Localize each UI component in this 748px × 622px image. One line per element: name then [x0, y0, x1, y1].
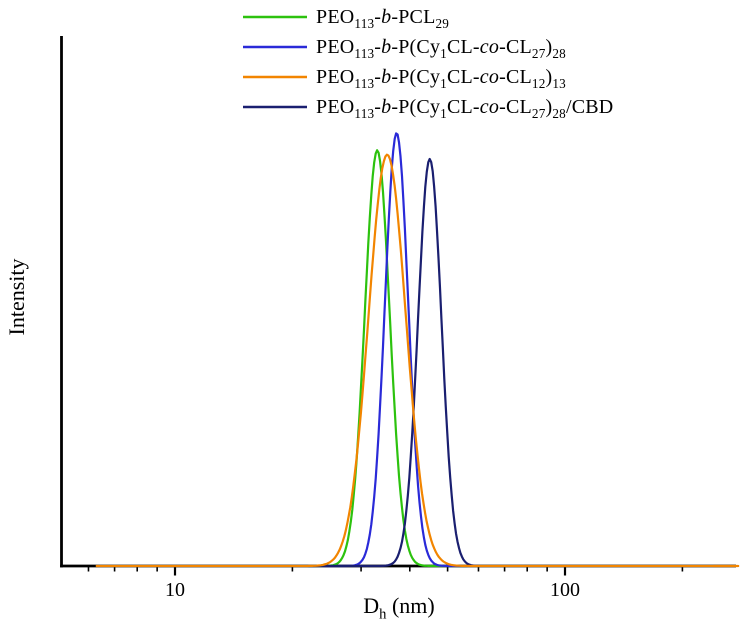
legend-item: PEO113-b-P(Cy1CL-co-CL27)28/CBD [241, 92, 613, 122]
x-tick-label: 100 [550, 579, 580, 601]
legend-item-label: PEO113-b-PCL29 [316, 5, 450, 31]
legend-line-swatch [243, 105, 307, 109]
series-line [95, 153, 740, 568]
legend-item: PEO113-b-PCL29 [241, 2, 613, 32]
x-axis-label: Dh (nm) [363, 593, 435, 622]
legend-item: PEO113-b-P(Cy1CL-co-CL12)13 [241, 62, 613, 92]
y-axis-label: Intensity [4, 258, 29, 336]
legend-item: PEO113-b-P(Cy1CL-co-CL27)28 [241, 32, 613, 62]
series-line [98, 157, 715, 568]
legend-item-label: PEO113-b-P(Cy1CL-co-CL27)28 [316, 35, 566, 61]
chart-legend: PEO113-b-PCL29 PEO113-b-P(Cy1CL-co-CL27)2… [241, 2, 613, 122]
legend-item-label: PEO113-b-P(Cy1CL-co-CL27)28/CBD [316, 95, 614, 121]
legend-line-swatch [243, 75, 307, 79]
legend-line-swatch [243, 15, 307, 19]
legend-line-swatch [243, 45, 307, 49]
x-tick-label: 10 [165, 579, 185, 601]
legend-item-label: PEO113-b-P(Cy1CL-co-CL12)13 [316, 65, 566, 91]
